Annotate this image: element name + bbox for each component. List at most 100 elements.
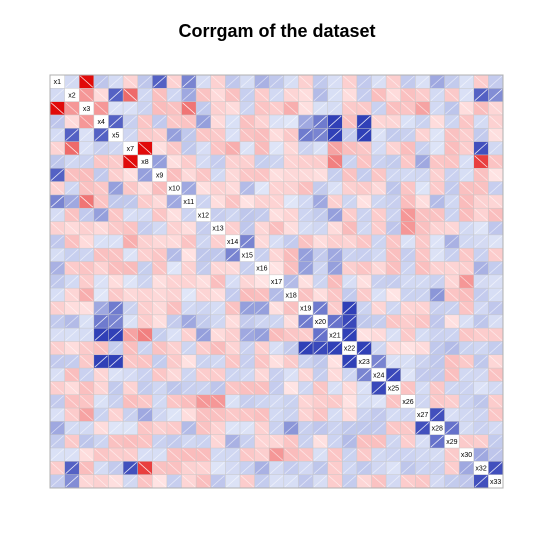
shade-line xyxy=(182,115,196,128)
shade-line xyxy=(284,155,298,168)
shade-line xyxy=(211,128,225,141)
shade-line xyxy=(299,235,313,248)
shade-line xyxy=(401,275,415,288)
diagonal-cell xyxy=(488,474,503,488)
shade-line xyxy=(284,128,298,141)
shade-line xyxy=(94,368,108,381)
shade-line xyxy=(313,248,327,261)
shade-line xyxy=(153,288,167,301)
shade-line xyxy=(474,248,488,261)
shade-line xyxy=(430,355,444,368)
variable-label: x30 xyxy=(461,452,472,459)
shade-line xyxy=(50,382,64,395)
shade-line xyxy=(313,448,327,461)
shade-line xyxy=(167,89,181,101)
shade-line xyxy=(167,102,181,115)
shade-line xyxy=(65,275,79,288)
shade-line xyxy=(255,182,269,195)
shade-line xyxy=(459,182,474,195)
shade-line xyxy=(153,342,167,355)
shade-line xyxy=(416,315,430,328)
shade-line xyxy=(65,168,79,181)
shade-line xyxy=(445,75,459,88)
shade-line xyxy=(416,382,430,395)
shade-line xyxy=(313,462,327,474)
shade-line xyxy=(182,302,196,315)
shade-line xyxy=(196,355,211,368)
variable-label: x29 xyxy=(446,439,457,446)
shade-line xyxy=(79,342,94,355)
shade-line xyxy=(284,448,298,461)
shade-line xyxy=(94,128,108,141)
shade-line xyxy=(153,142,167,155)
shade-line xyxy=(284,275,298,288)
diagonal-cell xyxy=(196,208,211,222)
shade-line xyxy=(123,408,137,421)
shade-line xyxy=(65,435,79,448)
variable-label: x14 xyxy=(227,239,238,246)
shade-line xyxy=(489,142,503,155)
shade-line xyxy=(328,195,342,208)
shade-line xyxy=(372,342,386,355)
shade-line xyxy=(255,315,269,328)
variable-label: x8 xyxy=(141,159,149,166)
shade-line xyxy=(167,155,181,168)
shade-line xyxy=(255,475,269,488)
shade-line xyxy=(416,182,430,195)
shade-line xyxy=(269,382,284,395)
shade-line xyxy=(386,275,400,288)
shade-line xyxy=(372,275,386,288)
shade-line xyxy=(342,315,357,328)
shade-line xyxy=(226,155,240,168)
diagonal-cell xyxy=(79,101,94,115)
shade-line xyxy=(182,89,196,101)
shade-line xyxy=(401,248,415,261)
shade-line xyxy=(328,355,342,368)
diagonal-cell xyxy=(210,221,226,235)
shade-line xyxy=(182,102,196,115)
shade-line xyxy=(226,475,240,488)
shade-line xyxy=(386,395,400,408)
shade-line xyxy=(430,248,444,261)
shade-line xyxy=(284,89,298,101)
shade-line xyxy=(94,275,108,288)
shade-line xyxy=(386,195,400,208)
shade-line xyxy=(342,128,357,141)
shade-line xyxy=(255,462,269,474)
diagonal-cell xyxy=(400,394,416,409)
shade-line xyxy=(401,355,415,368)
shade-line xyxy=(226,288,240,301)
shade-line xyxy=(459,368,474,381)
shade-line xyxy=(94,475,108,488)
shade-line xyxy=(401,102,415,115)
shade-line xyxy=(211,235,225,248)
shade-line xyxy=(342,142,357,155)
shade-line xyxy=(299,462,313,474)
shade-line xyxy=(269,89,284,101)
shade-line xyxy=(138,435,152,448)
shade-line xyxy=(357,382,371,395)
shade-line xyxy=(328,382,342,395)
shade-line xyxy=(459,248,474,261)
shade-line xyxy=(211,355,225,368)
shade-line xyxy=(153,475,167,488)
shade-line xyxy=(94,208,108,221)
shade-line xyxy=(226,382,240,395)
shade-line xyxy=(123,75,137,88)
shade-line xyxy=(226,75,240,88)
shade-line xyxy=(109,248,123,261)
shade-line xyxy=(284,395,298,408)
shade-line xyxy=(489,155,503,168)
shade-line xyxy=(299,408,313,421)
shade-line xyxy=(299,275,313,288)
shade-line xyxy=(138,288,152,301)
shade-line xyxy=(357,75,371,88)
shade-line xyxy=(401,222,415,235)
shade-line xyxy=(196,155,211,168)
shade-line xyxy=(328,315,342,328)
shade-line xyxy=(416,275,430,288)
shade-line xyxy=(240,168,254,181)
shade-line xyxy=(342,155,357,168)
shade-line xyxy=(489,395,503,408)
